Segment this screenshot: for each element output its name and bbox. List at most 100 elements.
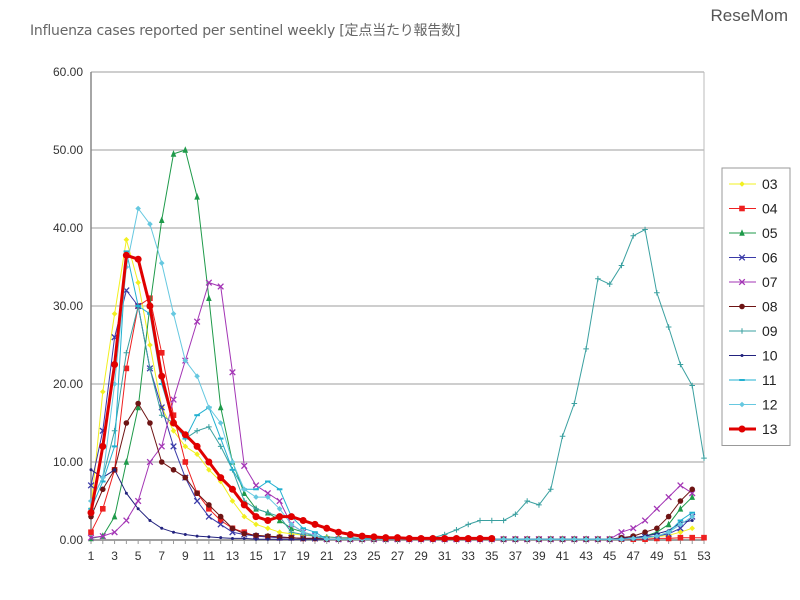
circle-marker (181, 431, 189, 439)
x-tick-label: 19 (297, 549, 311, 563)
triangle-marker (111, 512, 118, 520)
series-line-06 (90, 289, 693, 540)
x-tick-label: 25 (367, 549, 381, 563)
plus-marker (701, 455, 707, 461)
dot-marker (278, 537, 282, 541)
x-marker (87, 482, 95, 489)
dot-marker (113, 468, 117, 472)
diamond-marker (265, 525, 271, 532)
x-tick-label: 47 (627, 549, 641, 563)
square-marker (739, 205, 745, 212)
plus-marker (618, 262, 625, 269)
x-marker (641, 517, 649, 524)
diamond-marker (595, 536, 601, 543)
y-tick-label: 60.00 (53, 65, 83, 79)
circle-marker (441, 534, 449, 542)
circle-marker (689, 486, 696, 493)
plus-marker (206, 424, 212, 430)
circle-marker (147, 420, 153, 426)
circle-marker (276, 513, 284, 521)
dot-marker (219, 536, 223, 540)
x-tick-label: 3 (111, 549, 118, 563)
diamond-marker (739, 181, 745, 187)
legend-item: 09 (729, 323, 778, 339)
diamond-marker (630, 535, 637, 542)
x-tick-label: 21 (320, 549, 334, 563)
diamond-marker (276, 529, 283, 535)
x-marker (276, 497, 283, 505)
diamond-marker (312, 532, 318, 539)
x-marker (99, 532, 107, 540)
x-marker (229, 369, 236, 376)
circle-marker (642, 529, 648, 535)
circle-marker (205, 458, 213, 466)
series-10 (89, 468, 694, 541)
plus-marker (595, 275, 601, 282)
diamond-marker (654, 533, 660, 539)
circle-marker (739, 303, 745, 310)
circle-marker (123, 420, 130, 426)
series-12 (88, 205, 696, 543)
y-tick-label: 20.00 (53, 377, 83, 391)
plus-marker (217, 443, 224, 450)
x-marker (677, 525, 684, 532)
diamond-marker (217, 478, 224, 485)
diamond-marker (677, 529, 684, 535)
x-tick-label: 17 (273, 549, 287, 563)
diamond-marker (571, 536, 578, 543)
triangle-marker (288, 524, 295, 532)
diamond-marker (300, 529, 306, 535)
circle-marker (276, 534, 283, 540)
x-tick-label: 45 (603, 549, 617, 563)
x-tick-label: 49 (650, 549, 664, 563)
diamond-marker (536, 536, 542, 543)
circle-marker (452, 534, 460, 542)
circle-marker (229, 525, 236, 532)
diamond-marker (229, 459, 236, 465)
square-marker (123, 365, 130, 372)
circle-marker (299, 517, 307, 524)
dot-marker (172, 530, 176, 534)
triangle-marker (194, 193, 200, 200)
diamond-marker (206, 404, 212, 411)
circle-marker (135, 400, 141, 407)
circle-marker (654, 525, 660, 532)
triangle-marker (241, 489, 248, 496)
diamond-marker (135, 205, 141, 212)
circle-marker (488, 534, 496, 542)
plus-marker (489, 517, 495, 524)
square-marker (217, 517, 224, 524)
square-marker (206, 506, 212, 512)
x-tick-label: 29 (414, 549, 428, 563)
circle-marker (158, 372, 166, 380)
square-marker (99, 506, 106, 512)
triangle-marker (206, 294, 212, 301)
circle-marker (241, 530, 248, 537)
legend-label: 04 (762, 201, 778, 217)
circle-marker (253, 532, 259, 539)
circle-marker (193, 442, 201, 450)
diamond-marker (618, 536, 625, 543)
y-tick-label: 10.00 (53, 455, 83, 469)
plus-marker (194, 428, 200, 434)
circle-marker (194, 490, 200, 497)
series-line-10 (90, 469, 693, 540)
circle-marker (99, 486, 106, 493)
x-tick-label: 5 (135, 549, 142, 563)
diamond-marker (547, 536, 554, 543)
circle-marker (228, 485, 236, 493)
x-marker (738, 254, 746, 261)
circle-marker (394, 534, 401, 542)
legend-label: 06 (762, 250, 778, 266)
legend-item: 08 (729, 299, 778, 315)
square-marker (158, 350, 165, 356)
circle-marker (382, 534, 390, 542)
x-marker (252, 482, 260, 489)
plus-marker (571, 400, 578, 407)
series-07 (87, 279, 696, 543)
x-tick-label: 51 (674, 549, 688, 563)
legend-label: 07 (762, 274, 778, 290)
diamond-marker (253, 494, 259, 500)
diamond-marker (739, 401, 745, 408)
